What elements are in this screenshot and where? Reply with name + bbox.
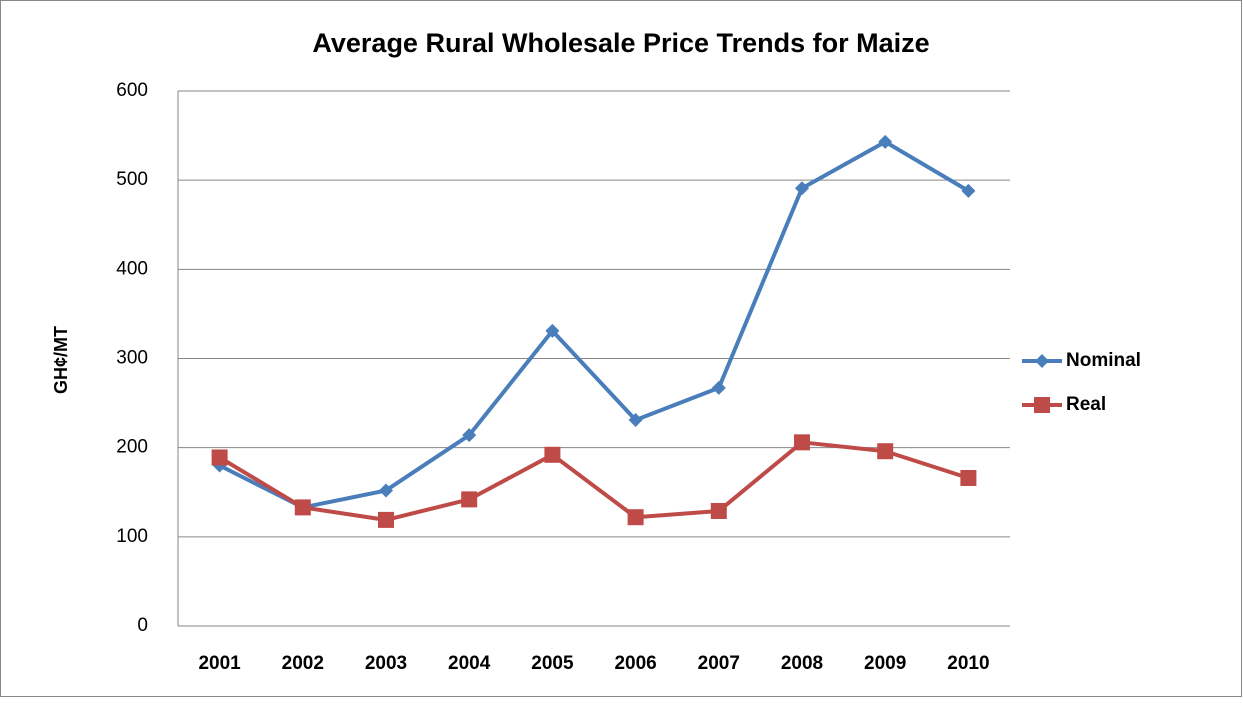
y-tick-label: 0 [137, 615, 148, 636]
y-tick-label: 300 [116, 348, 148, 369]
x-tick-label: 2006 [614, 653, 656, 674]
chart-title: Average Rural Wholesale Price Trends for… [312, 28, 929, 58]
x-tick-label: 2004 [448, 653, 491, 674]
data-point [627, 509, 644, 526]
data-point [379, 483, 393, 498]
data-point [794, 434, 810, 451]
data-point [878, 134, 893, 149]
y-tick-label: 200 [116, 437, 148, 458]
y-tick-label: 100 [116, 526, 148, 547]
data-point [710, 502, 727, 519]
x-tick-label: 2001 [198, 653, 241, 674]
y-axis-label: GH¢/MT [51, 326, 71, 394]
data-point [961, 183, 976, 198]
data-point [294, 499, 311, 516]
legend-marker [1035, 354, 1049, 368]
series-line [218, 139, 970, 510]
data-point [461, 491, 478, 508]
legend-label: Nominal [1066, 350, 1141, 371]
x-tick-label: 2003 [365, 653, 407, 674]
data-point [628, 413, 643, 428]
x-tick-label: 2002 [282, 653, 324, 674]
data-point [378, 511, 394, 528]
data-point [211, 449, 228, 466]
x-tick-label: 2009 [864, 653, 906, 674]
data-point [462, 428, 477, 443]
series-line [218, 440, 970, 522]
y-tick-label: 500 [116, 169, 148, 190]
legend-label: Real [1066, 394, 1106, 415]
data-point [545, 323, 560, 338]
y-tick-label: 400 [116, 258, 148, 279]
data-point [795, 181, 809, 196]
x-tick-label: 2007 [698, 653, 740, 674]
legend-marker [1034, 397, 1050, 413]
data-point [544, 446, 561, 463]
data-point [960, 469, 977, 486]
x-tick-label: 2010 [947, 653, 989, 674]
data-point [877, 443, 894, 460]
x-tick-label: 2008 [781, 653, 823, 674]
data-point [711, 380, 726, 395]
y-tick-label: 600 [116, 80, 148, 101]
x-tick-label: 2005 [531, 653, 574, 674]
